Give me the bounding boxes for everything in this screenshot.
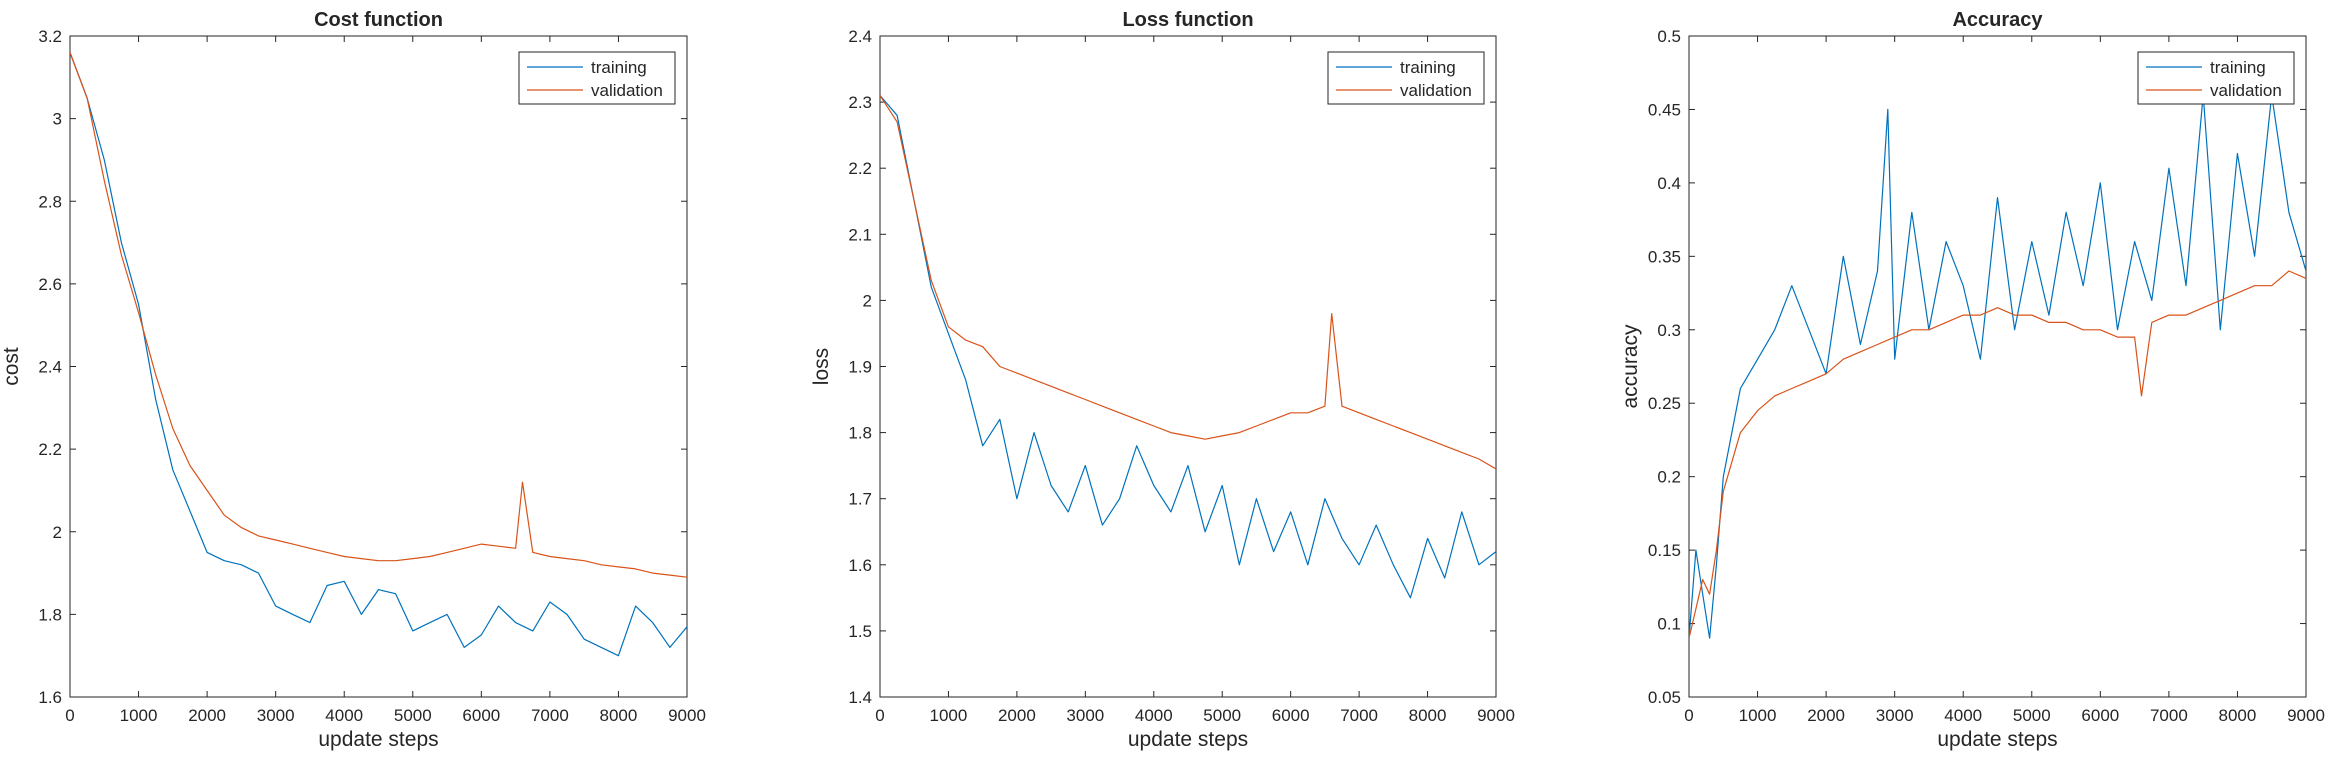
legend-box	[1327, 51, 1485, 105]
x-tick-label: 8000	[1409, 706, 1447, 725]
x-tick-label: 4000	[1944, 706, 1982, 725]
x-tick-label: 4000	[1135, 706, 1173, 725]
plot-area	[1688, 35, 2307, 698]
y-tick-label: 1.7	[848, 490, 872, 509]
y-tick-label: 0.15	[1648, 541, 1681, 560]
y-tick-label: 2.4	[38, 358, 62, 377]
y-tick-label: 0.25	[1648, 394, 1681, 413]
x-tick-label: 9000	[2287, 706, 2325, 725]
x-tick-label: 2000	[188, 706, 226, 725]
x-tick-label: 1000	[1739, 706, 1777, 725]
y-tick-label: 3.2	[38, 27, 62, 46]
series-line-validation	[880, 95, 1496, 470]
y-tick-label: 1.5	[848, 622, 872, 641]
chart-title: Cost function	[314, 9, 443, 31]
y-axis-label: loss	[810, 348, 833, 385]
x-tick-label: 2000	[1807, 706, 1845, 725]
y-tick-label: 2	[53, 523, 62, 542]
y-tick-label: 0.05	[1648, 688, 1681, 707]
y-tick-label: 0.35	[1648, 247, 1681, 266]
legend-label-training: training	[1400, 58, 1456, 77]
x-tick-label: 9000	[668, 706, 706, 725]
y-tick-label: 1.8	[38, 605, 62, 624]
x-tick-label: 5000	[394, 706, 432, 725]
y-tick-label: 0.45	[1648, 100, 1681, 119]
x-tick-label: 5000	[1203, 706, 1241, 725]
x-tick-label: 2000	[998, 706, 1036, 725]
y-tick-label: 0.1	[1657, 615, 1681, 634]
y-tick-label: 0.5	[1657, 27, 1681, 46]
y-tick-label: 2.3	[848, 93, 872, 112]
x-tick-label: 4000	[325, 706, 363, 725]
x-tick-label: 3000	[1066, 706, 1104, 725]
x-tick-label: 7000	[2150, 706, 2188, 725]
chart-title: Accuracy	[1952, 9, 2043, 31]
plot-area	[69, 35, 688, 698]
legend-label-validation: validation	[1400, 81, 1472, 100]
x-tick-label: 6000	[2081, 706, 2119, 725]
y-tick-label: 2.2	[848, 159, 872, 178]
x-tick-label: 9000	[1477, 706, 1515, 725]
x-tick-label: 6000	[462, 706, 500, 725]
x-axis-label: update steps	[318, 728, 438, 751]
series-line-training	[1689, 94, 2306, 639]
y-tick-label: 0.2	[1657, 468, 1681, 487]
x-axis-label: update steps	[1128, 728, 1248, 751]
x-tick-label: 3000	[257, 706, 295, 725]
legend: training validation	[1327, 51, 1485, 105]
legend-box	[518, 51, 676, 105]
y-tick-label: 2.8	[38, 192, 62, 211]
y-tick-label: 1.9	[848, 358, 872, 377]
y-tick-label: 2	[863, 291, 872, 310]
y-axis-label: accuracy	[1619, 324, 1642, 409]
y-tick-label: 1.8	[848, 424, 872, 443]
x-axis-label: update steps	[1937, 728, 2057, 751]
x-tick-label: 1000	[120, 706, 158, 725]
series-line-training	[880, 95, 1496, 599]
x-tick-label: 8000	[2219, 706, 2257, 725]
x-tick-label: 0	[875, 706, 884, 725]
y-tick-label: 2.6	[38, 275, 62, 294]
series-line-validation	[1689, 270, 2306, 639]
legend-label-training: training	[591, 58, 647, 77]
legend-box	[2137, 51, 2295, 105]
legend: training validation	[518, 51, 676, 105]
y-axis-label: cost	[0, 347, 23, 386]
y-tick-label: 0.3	[1657, 321, 1681, 340]
plot-area	[879, 35, 1497, 698]
y-tick-label: 0.4	[1657, 174, 1681, 193]
series-line-validation	[70, 52, 687, 578]
x-tick-label: 7000	[531, 706, 569, 725]
y-tick-label: 2.4	[848, 27, 872, 46]
chart-panel-2: 0 1000 2000 3000 4000 5000 6000 7000 8000 9000 1.4…	[810, 9, 1515, 751]
x-tick-label: 1000	[930, 706, 968, 725]
legend-label-validation: validation	[591, 81, 663, 100]
y-tick-label: 1.4	[848, 688, 872, 707]
y-tick-label: 1.6	[848, 556, 872, 575]
x-tick-label: 8000	[600, 706, 638, 725]
x-tick-label: 0	[1684, 706, 1693, 725]
y-tick-label: 2.1	[848, 225, 872, 244]
y-tick-label: 2.2	[38, 440, 62, 459]
chart-title: Loss function	[1122, 9, 1253, 31]
legend-label-validation: validation	[2210, 81, 2282, 100]
legend: training validation	[2137, 51, 2295, 105]
y-tick-label: 1.6	[38, 688, 62, 707]
x-tick-label: 5000	[2013, 706, 2051, 725]
legend-label-training: training	[2210, 58, 2266, 77]
series-line-training	[70, 52, 687, 657]
x-tick-label: 0	[65, 706, 74, 725]
chart-panel-3: 0 1000 2000 3000 4000 5000 6000 7000 8000 9000 0.0…	[1619, 9, 2325, 751]
x-tick-label: 7000	[1340, 706, 1378, 725]
chart-panel-1: 0 1000 2000 3000 4000 5000 6000 7000 8000 9000 1.6…	[0, 9, 706, 751]
x-tick-label: 3000	[1876, 706, 1914, 725]
x-tick-label: 6000	[1272, 706, 1310, 725]
y-tick-label: 3	[53, 110, 62, 129]
